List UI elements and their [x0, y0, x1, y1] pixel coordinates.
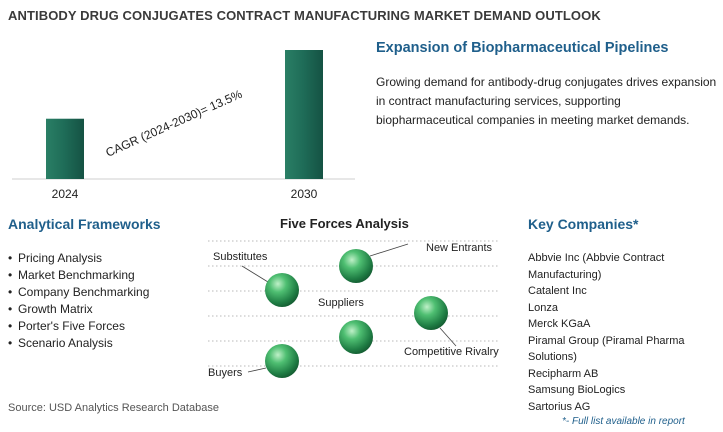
list-item: Market Benchmarking — [8, 267, 149, 284]
list-item: Lonza — [528, 301, 558, 314]
list-item: Pricing Analysis — [8, 250, 149, 267]
companies-list: Abbvie Inc (Abbvie Contract Manufacturin… — [528, 250, 718, 415]
bar-2030 — [285, 50, 323, 179]
list-item: Sartorius AG — [528, 400, 591, 413]
buyers-sphere — [265, 344, 299, 378]
page-title: ANTIBODY DRUG CONJUGATES CONTRACT MANUFA… — [8, 8, 601, 23]
suppliers-label: Suppliers — [318, 297, 364, 309]
list-item: Merck KGaA — [528, 318, 591, 330]
frameworks-list: Pricing Analysis Market Benchmarking Com… — [8, 250, 149, 352]
list-item: Porter's Five Forces — [8, 318, 149, 335]
buyers-label: Buyers — [208, 367, 243, 379]
competitive-rivalry-sphere — [414, 296, 448, 330]
list-item: Recipharm AB — [528, 367, 599, 380]
list-item: Scenario Analysis — [8, 335, 149, 352]
list-item: Catalent Inc — [528, 285, 587, 297]
companies-heading: Key Companies* — [528, 216, 639, 232]
suppliers-sphere — [339, 320, 373, 354]
full-list-footnote: *- Full list available in report — [562, 416, 685, 427]
x-tick-label: 2030 — [291, 187, 318, 201]
list-item: Abbvie Inc (Abbvie Contract Manufacturin… — [528, 252, 665, 281]
five-forces-heading: Five Forces Analysis — [280, 216, 409, 231]
connector-line — [369, 243, 409, 257]
bar-2024 — [46, 118, 84, 179]
x-tick-label: 2024 — [52, 187, 79, 201]
source-note: Source: USD Analytics Research Database — [8, 402, 219, 414]
connector-line — [439, 327, 457, 347]
connector-line — [247, 367, 267, 373]
substitutes-sphere — [265, 273, 299, 307]
new-entrants-sphere — [339, 249, 373, 283]
bar-chart: 2024 2030 CAGR (2024-2030)= 13.5% — [12, 50, 355, 201]
list-item: Samsung BioLogics — [528, 384, 626, 396]
new-entrants-label: New Entrants — [426, 242, 493, 254]
list-item: Growth Matrix — [8, 301, 149, 318]
substitutes-label: Substitutes — [213, 251, 268, 263]
expansion-heading: Expansion of Biopharmaceutical Pipelines — [376, 40, 669, 56]
connector-line — [241, 265, 269, 283]
expansion-text: Growing demand for antibody-drug conjuga… — [376, 75, 717, 127]
list-item: Piramal Group (Piramal Pharma Solutions) — [528, 334, 685, 364]
list-item: Company Benchmarking — [8, 284, 149, 301]
competitive-rivalry-label: Competitive Rivalry — [404, 346, 499, 358]
frameworks-heading: Analytical Frameworks — [8, 216, 161, 232]
